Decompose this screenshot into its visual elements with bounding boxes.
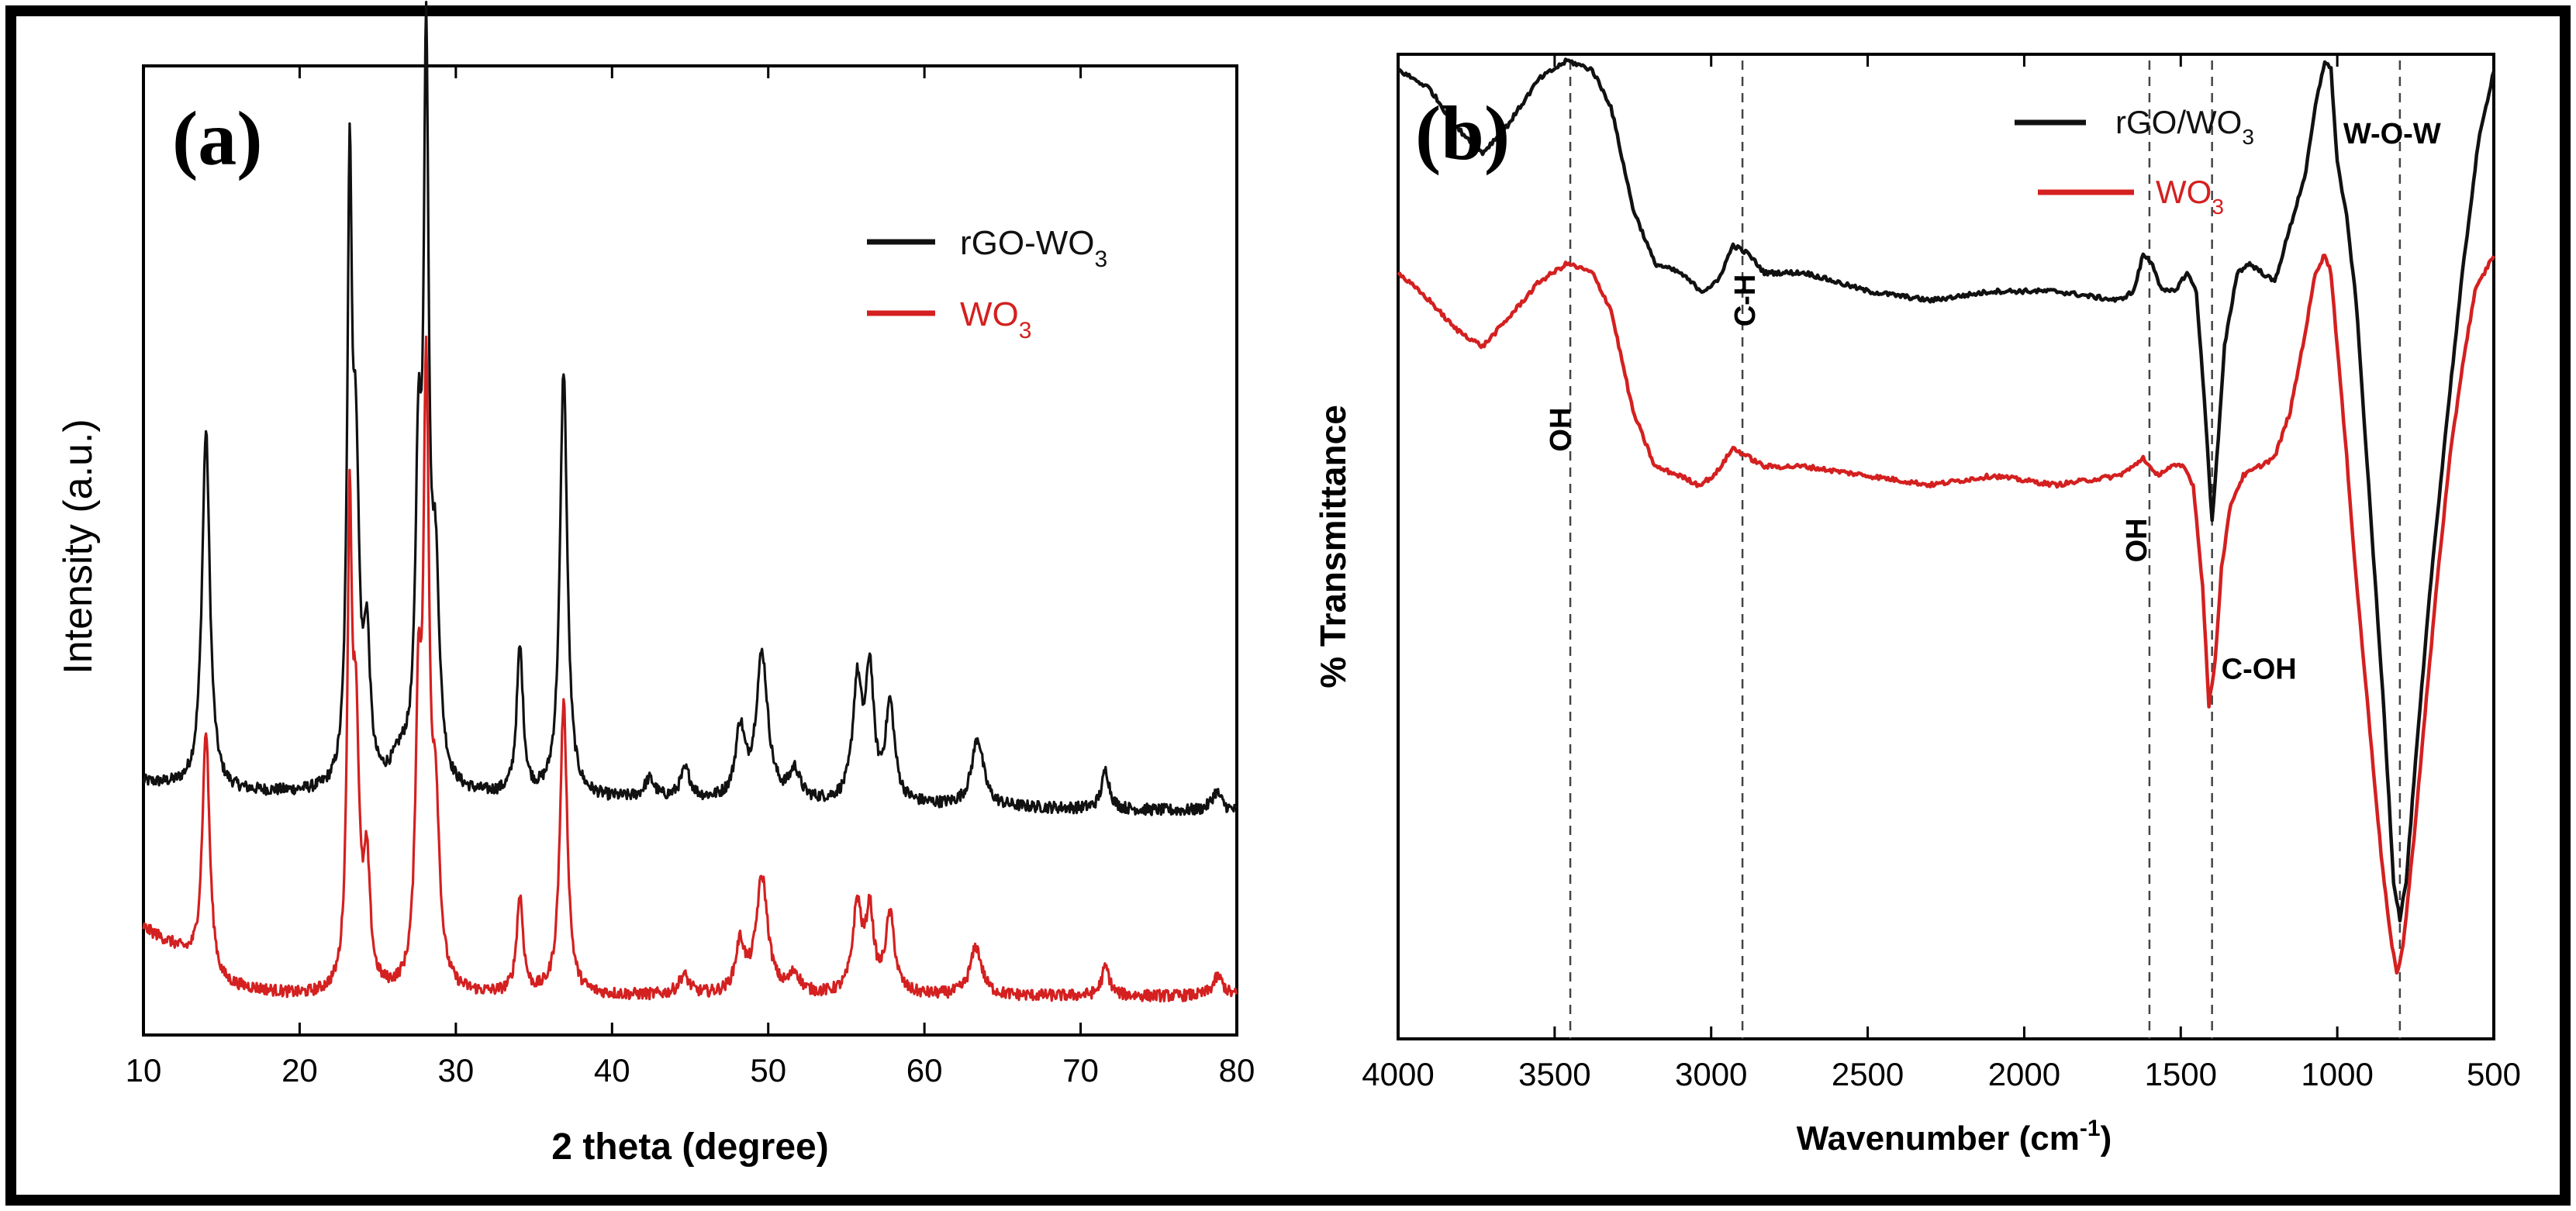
- a-x-tick-label-70: 70: [1062, 1052, 1099, 1089]
- panel-b-legend-wo3-text: WO: [2156, 174, 2212, 210]
- panel-b-x-axis-label-text: Wavenumber (cm: [1797, 1120, 2080, 1158]
- panel-a-label: (a): [172, 95, 263, 181]
- a-x-tick-label-30: 30: [437, 1052, 474, 1089]
- panel-b-legend-label-rgo-wo3: rGO/WO3: [2115, 104, 2254, 149]
- a-x-tick-label-10: 10: [126, 1052, 162, 1089]
- panel-b-x-ticks: [1397, 54, 2495, 1039]
- panel-b-legend-wo3-subscript: 3: [2212, 195, 2224, 219]
- a-x-tick-label-20: 20: [281, 1052, 318, 1089]
- panel-a-series-line-wo3: [142, 335, 1238, 1003]
- panel-b-y-axis-label: % Transmittance: [1313, 405, 1353, 688]
- b-x-tick-label-2000: 2000: [1988, 1056, 2060, 1092]
- a-x-tick-label-80: 80: [1219, 1052, 1255, 1089]
- panel-b-annotation-oh: OH: [2121, 518, 2153, 562]
- panel-b-x-axis-label-superscript: -1: [2080, 1116, 2101, 1141]
- panel-a-legend-wo3-text: WO: [960, 295, 1019, 333]
- panel-b-annotation-c-oh: C-OH: [2222, 653, 2297, 685]
- panel-a-legend-label-rgo-wo3: rGO-WO3: [960, 224, 1107, 272]
- panel-a-series-line-rgo-wo3: [142, 1, 1238, 816]
- panel-b-plot-area: [1397, 53, 2495, 1040]
- b-x-tick-label-500: 500: [2467, 1056, 2521, 1092]
- b-x-tick-label-2500: 2500: [1832, 1056, 1904, 1092]
- panel-b-legend-rgo-wo3-text: rGO/WO: [2115, 104, 2242, 140]
- panel-a-legend: rGO-WO3 WO3: [867, 224, 1107, 343]
- panel-a-x-tick-labels: 10 20 30 40 50 60 70 80: [126, 1052, 1255, 1089]
- panel-a-y-axis-label: Intensity (a.u.): [56, 419, 101, 674]
- a-x-tick-label-40: 40: [594, 1052, 630, 1089]
- panel-b: 4000 3500 3000 2500 2000 1500 1000 500 OH C-H OH C…: [1313, 53, 2521, 1158]
- panel-b-x-axis-label-tail: ): [2101, 1120, 2112, 1158]
- panel-a-legend-wo3-subscript: 3: [1019, 318, 1032, 343]
- panel-b-series: [1397, 57, 2496, 975]
- panel-a-x-ticks: [142, 66, 1238, 1035]
- panel-b-x-tick-labels: 4000 3500 3000 2500 2000 1500 1000 500: [1362, 1056, 2521, 1092]
- panel-a-legend-rgo-wo3-subscript: 3: [1095, 247, 1108, 272]
- panel-b-series-line-rgo-wo3: [1397, 57, 2496, 923]
- a-x-tick-label-60: 60: [906, 1052, 943, 1089]
- panel-b-label: (b): [1415, 90, 1510, 176]
- a-x-tick-label-50: 50: [750, 1052, 786, 1089]
- panel-b-legend: rGO/WO3 WO3: [2015, 104, 2254, 219]
- panel-b-annotation-oh: OH: [1545, 408, 1577, 452]
- b-x-tick-label-3500: 3500: [1518, 1056, 1590, 1092]
- b-x-tick-label-3000: 3000: [1675, 1056, 1747, 1092]
- b-x-tick-label-1500: 1500: [2145, 1056, 2217, 1092]
- figure-frame: [5, 5, 2571, 1206]
- panel-a-x-axis-label: 2 theta (degree): [551, 1126, 828, 1168]
- panel-b-annotation-c-h: C-H: [1729, 274, 1762, 327]
- panel-b-legend-rgo-wo3-subscript: 3: [2242, 125, 2254, 149]
- b-x-tick-label-1000: 1000: [2301, 1056, 2373, 1092]
- panel-b-guide-lines: [1569, 60, 2402, 1039]
- panel-b-series-line-wo3: [1397, 254, 2495, 975]
- panel-a-legend-rgo-wo3-text: rGO-WO: [960, 224, 1095, 262]
- panel-b-legend-label-wo3: WO3: [2156, 174, 2224, 219]
- panel-b-x-axis-label: Wavenumber (cm-1): [1797, 1116, 2112, 1158]
- panel-a-plot-area: [142, 64, 1238, 1037]
- panel-b-annotation-w-o-w: W-O-W: [2343, 118, 2441, 150]
- panel-a-legend-label-wo3: WO3: [960, 295, 1031, 343]
- panel-b-annotations: OH C-H OH C-OH W-O-W: [1545, 118, 2441, 685]
- b-x-tick-label-4000: 4000: [1362, 1056, 1434, 1092]
- panel-a-series: [142, 1, 1238, 1003]
- panel-a: 10 20 30 40 50 60 70 80 (a) 2 theta (degree) In…: [56, 1, 1255, 1168]
